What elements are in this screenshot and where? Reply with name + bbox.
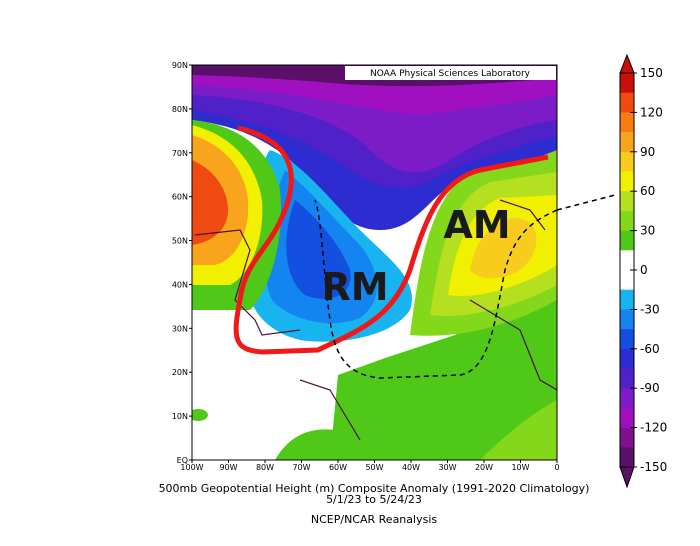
source: NCEP/NCAR Reanalysis [311, 513, 437, 526]
colorbar-band [620, 329, 634, 350]
credit: NOAA Physical Sciences Laboratory [370, 69, 531, 79]
annotation: RM [321, 265, 388, 309]
colorbar-band [620, 73, 634, 93]
lat-label: 60N [172, 193, 188, 202]
lon-label: 20W [475, 463, 493, 472]
dashed-leader [556, 194, 616, 211]
lon-label: 10W [511, 463, 529, 472]
lon-label: 50W [365, 463, 383, 472]
lon-label: 40W [402, 463, 420, 472]
lat-label: 30N [172, 324, 188, 333]
colorbar-label: -150 [640, 460, 667, 474]
date-range: 5/1/23 to 5/24/23 [326, 493, 422, 506]
lat-label: 40N [172, 280, 188, 289]
colorbar-band [620, 230, 634, 251]
colorbar-band [620, 250, 634, 271]
lon-label: 80W [256, 463, 274, 472]
colorbar-band [620, 210, 634, 231]
colorbar-band [620, 427, 634, 448]
lon-label: 70W [292, 463, 310, 472]
lon-label: 90W [219, 463, 237, 472]
colorbar-band [620, 270, 634, 290]
credit-box [345, 66, 556, 80]
lon-label: 60W [329, 463, 347, 472]
lat-label: 80N [172, 105, 188, 114]
colorbar-label: 90 [640, 145, 655, 159]
lat-label: 10N [172, 412, 188, 421]
lat-label: 20N [172, 368, 188, 377]
colorbar-label: -60 [640, 342, 660, 356]
lat-label: 50N [172, 237, 188, 246]
colorbar-band [620, 407, 634, 428]
lon-label: 0 [554, 463, 559, 472]
colorbar-band [620, 92, 634, 113]
colorbar-band [620, 388, 634, 409]
colorbar-label: 60 [640, 184, 655, 198]
colorbar-label: 120 [640, 105, 663, 119]
colorbar-label: 0 [640, 263, 648, 277]
lon-label: 100W [180, 463, 203, 472]
colorbar-label: 150 [640, 66, 663, 80]
colorbar-arrow [619, 53, 635, 74]
lat-label: 70N [172, 149, 188, 158]
colorbar-arrow [619, 466, 635, 489]
colorbar-band [620, 151, 634, 172]
colorbar-band [620, 289, 634, 310]
colorbar-band [620, 191, 634, 212]
colorbar-band [620, 447, 634, 468]
colorbar-label: -90 [640, 381, 660, 395]
lat-label: 90N [172, 61, 188, 70]
colorbar-label: -30 [640, 302, 660, 316]
lat-label: EQ [177, 456, 188, 465]
colorbar-band [620, 112, 634, 133]
annotation: AM [443, 203, 510, 247]
lon-label: 30W [438, 463, 456, 472]
colorbar-label: 30 [640, 224, 655, 238]
colorbar-label: -120 [640, 421, 667, 435]
colorbar-band [620, 309, 634, 330]
colorbar-band [620, 368, 634, 389]
colorbar-band [620, 348, 634, 369]
anomaly-field [192, 65, 557, 460]
colorbar-band [620, 132, 634, 153]
colorbar-band [620, 171, 634, 192]
map-title: 500mb Geopotential Height (m) Composite … [159, 482, 590, 495]
